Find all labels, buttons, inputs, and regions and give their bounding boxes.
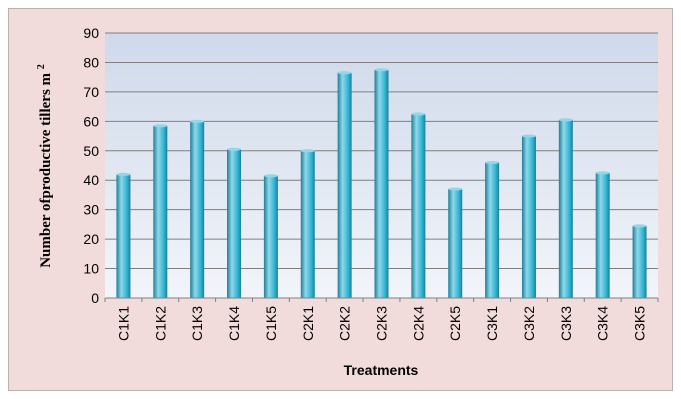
x-axis-title: Treatments [344,362,419,378]
y-tick-label: 60 [83,113,99,129]
x-tick-label: C2K3 [374,306,390,341]
bar-c3k2 [521,136,536,298]
bar-cap [227,147,242,151]
x-tick-label: C1K1 [115,306,131,341]
bar-c2k4 [411,113,426,298]
bar-c1k3 [190,121,205,298]
bar-c2k3 [374,69,389,298]
bar-c2k1 [300,150,315,298]
x-tick-label: C2K1 [300,306,316,341]
x-tick-label: C3K1 [484,306,500,341]
y-tick-label: 0 [91,290,99,306]
bar-c3k4 [595,172,610,298]
bar-chart: 0 10 20 30 40 50 60 70 80 90 C1K1 C1K2 C1K3 C1K4 C1K5… [36,25,659,378]
x-tick-label: C1K3 [189,306,205,341]
bar-cap [190,119,205,123]
bar-cap [558,118,573,122]
y-axis-title-text: Number ofproductive tillers m [38,72,54,267]
bar-cap [595,171,610,175]
y-axis-title: Number ofproductive tillers m 2 [36,64,54,268]
bar-cap [263,174,278,178]
bar-cap [632,224,647,228]
x-tick-label: C3K4 [595,306,611,341]
y-tick-label: 30 [83,202,99,218]
bar-cap [116,172,131,176]
bar-c1k5 [263,175,278,298]
x-tick-label: C2K2 [337,306,353,341]
bar-c3k5 [632,225,647,298]
y-tick-label: 20 [83,231,99,247]
bar-cap [153,124,168,128]
bar-cap [411,112,426,116]
bar-c2k2 [337,72,352,298]
x-tick-label: C1K5 [263,306,279,341]
y-tick-label: 10 [83,261,99,277]
y-axis-title-superscript: 2 [36,64,47,69]
bar-cap [374,68,389,72]
bar-c2k5 [448,189,463,298]
bar-c3k3 [558,119,573,298]
bar-c1k1 [116,174,131,298]
chart-frame: 0 10 20 30 40 50 60 70 80 90 C1K1 C1K2 C1K3 C1K4 C1K5… [8,8,673,391]
x-axis-ticks: C1K1 C1K2 C1K3 C1K4 C1K5 C2K1 C2K2 C2K3 C2K4 C2K5… [104,298,659,341]
x-tick-label: C2K5 [447,306,463,341]
y-tick-label: 50 [83,143,99,159]
bar-cap [337,71,352,75]
bar-c1k2 [153,125,168,298]
x-tick-label: C2K4 [410,306,426,341]
x-tick-label: C3K5 [632,306,648,341]
y-tick-label: 80 [83,54,99,70]
y-tick-label: 90 [83,25,99,41]
bar-c1k4 [227,149,242,298]
bar-cap [521,134,536,138]
bar-cap [448,187,463,191]
bar-cap [485,160,500,165]
x-tick-label: C3K2 [521,306,537,341]
y-axis-ticks: 0 10 20 30 40 50 60 70 80 90 [83,25,99,306]
x-tick-label: C3K3 [558,306,574,341]
bars [116,68,647,298]
y-tick-label: 40 [83,172,99,188]
x-tick-label: C1K4 [226,306,242,341]
bar-cap [300,149,315,153]
y-tick-label: 70 [83,84,99,100]
x-tick-label: C1K2 [152,306,168,341]
bar-c3k1 [485,162,500,298]
